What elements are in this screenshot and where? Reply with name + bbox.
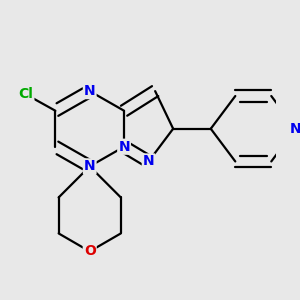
Text: N: N [84, 159, 95, 173]
Text: Cl: Cl [19, 87, 33, 101]
Text: O: O [84, 244, 96, 258]
Text: N: N [290, 122, 300, 136]
Text: N: N [118, 140, 130, 154]
Text: N: N [143, 154, 154, 169]
Text: N: N [84, 84, 95, 98]
